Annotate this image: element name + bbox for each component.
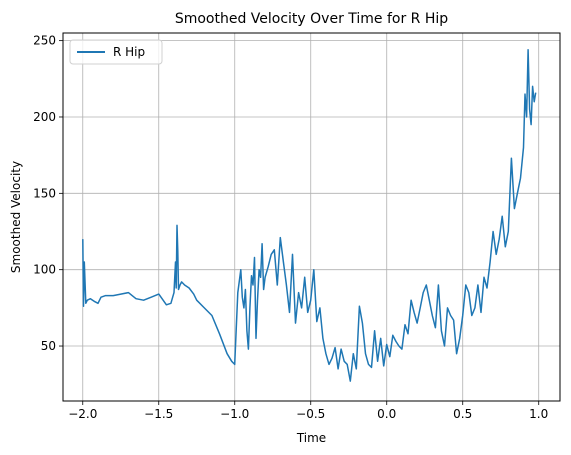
chart-title: Smoothed Velocity Over Time for R Hip xyxy=(175,11,448,27)
y-tick-label: 150 xyxy=(33,186,56,200)
x-tick-label: 0.0 xyxy=(377,407,396,421)
y-tick-label: 100 xyxy=(33,263,56,277)
series-line-r-hip xyxy=(82,49,537,382)
x-tick-label: −1.0 xyxy=(220,407,249,421)
legend-box xyxy=(69,39,163,65)
x-tick-label: −2.0 xyxy=(68,407,97,421)
x-tick-label: 1.0 xyxy=(529,407,548,421)
axes-frame xyxy=(62,32,561,402)
x-tick-label: −1.5 xyxy=(144,407,173,421)
y-tick-label: 50 xyxy=(41,339,56,353)
axis-ticks: −2.0 −1.5 −1.0 −0.5 0.0 0.5 1.0 50 100 150 200 250 xyxy=(33,34,548,421)
legend-label-r-hip: R Hip xyxy=(113,45,145,59)
legend: R Hip xyxy=(69,39,163,65)
x-tick-label: −0.5 xyxy=(296,407,325,421)
x-tick-label: 0.5 xyxy=(453,407,472,421)
y-tick-label: 200 xyxy=(33,110,56,124)
y-tick-label: 250 xyxy=(33,34,56,48)
series-layer xyxy=(82,49,537,382)
x-axis-label: Time xyxy=(296,431,326,445)
y-axis-label: Smoothed Velocity xyxy=(9,161,23,273)
